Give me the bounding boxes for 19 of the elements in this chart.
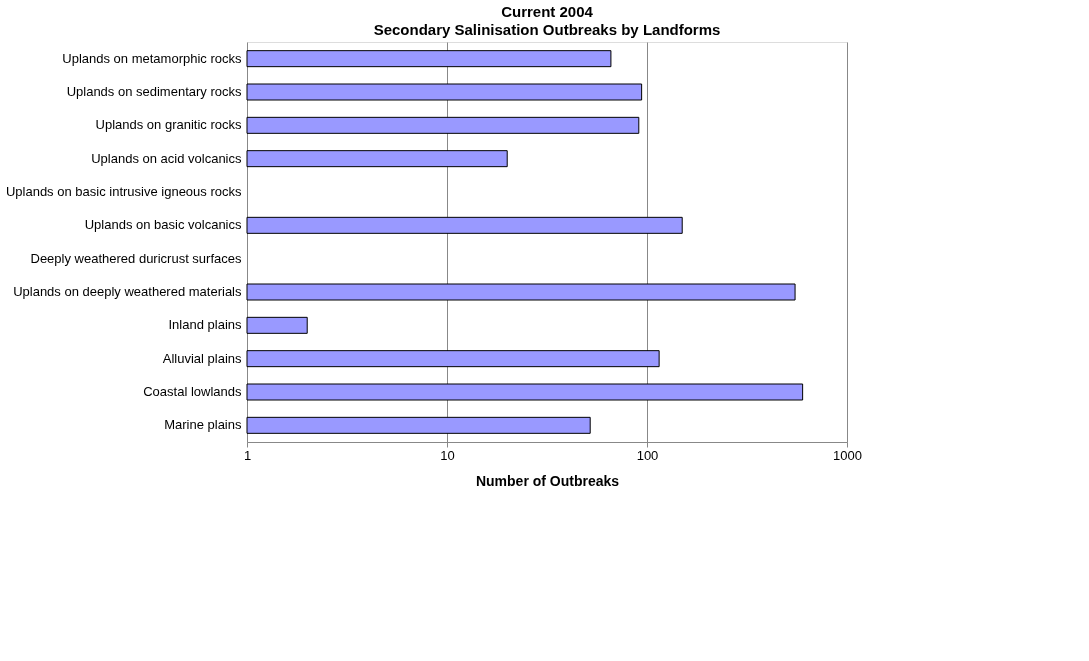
y-tick-label: Uplands on basic intrusive igneous rocks bbox=[5, 184, 242, 199]
y-tick-label: Alluvial plains bbox=[162, 350, 242, 366]
y-tick-label: Uplands on basic volcanics bbox=[84, 217, 242, 233]
x-tick-label: 10 bbox=[440, 447, 455, 463]
chart-title: Current 2004 bbox=[501, 3, 594, 20]
x-axis-title: Number of Outbreaks bbox=[475, 472, 620, 489]
y-tick-label: Uplands on acid volcanics bbox=[91, 150, 242, 166]
y-tick-label: Marine plains bbox=[164, 417, 242, 433]
x-tick-label: 1000 bbox=[833, 447, 862, 463]
x-tick-label: 100 bbox=[636, 447, 659, 463]
chart-subtitle: Secondary Salinisation Outbreaks by Landforms bbox=[373, 21, 721, 38]
y-tick-label: Uplands on granitic rocks bbox=[95, 117, 242, 133]
y-tick-label: Deeply weathered duricrust surfaces bbox=[30, 250, 242, 266]
y-tick-label: Uplands on sedimentary rocks bbox=[66, 84, 242, 99]
x-tick-label: 1 bbox=[243, 447, 252, 463]
y-tick-label: Uplands on metamorphic rocks bbox=[62, 50, 242, 66]
y-tick-label: Coastal lowlands bbox=[143, 384, 242, 399]
y-tick-label: Inland plains bbox=[168, 317, 242, 333]
y-tick-label: Uplands on deeply weathered materials bbox=[13, 284, 242, 299]
